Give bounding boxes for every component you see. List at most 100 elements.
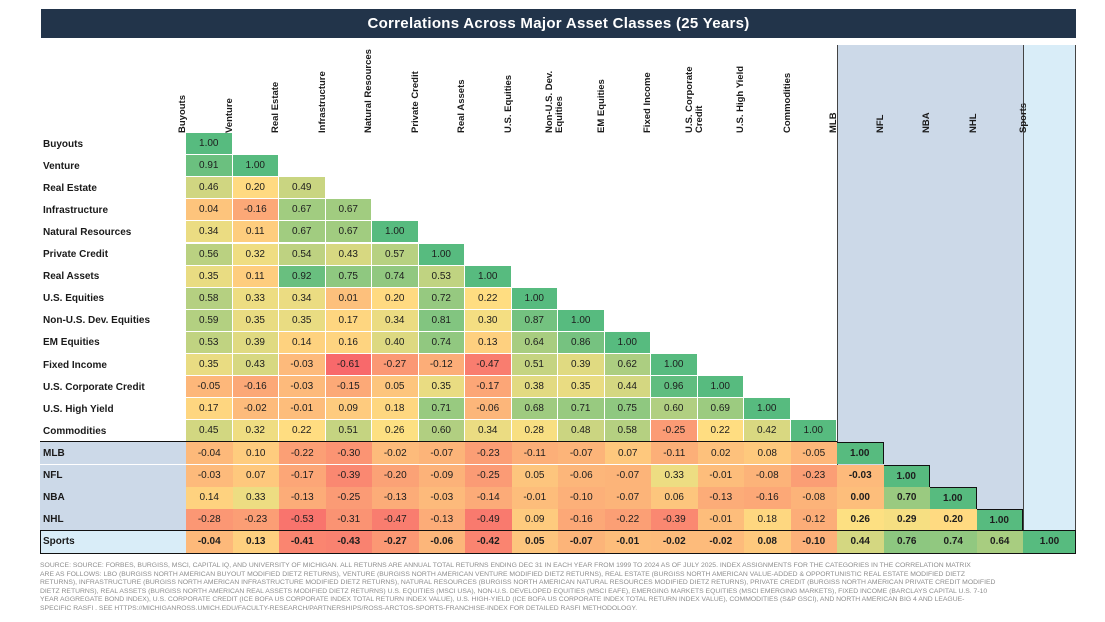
sports-column-band <box>1023 45 1076 531</box>
column-header-label: Non-U.S. Dev. Equities <box>543 70 566 133</box>
matrix-cell: -0.25 <box>465 464 512 487</box>
matrix-cell: 0.07 <box>604 442 651 465</box>
matrix-cell: -0.01 <box>697 464 744 487</box>
column-header-label: MLB <box>828 112 840 133</box>
matrix-cell: -0.43 <box>325 530 372 553</box>
matrix-cell: -0.42 <box>465 530 512 553</box>
matrix-cell: -0.03 <box>279 354 326 377</box>
matrix-cell: -0.12 <box>418 354 465 377</box>
matrix-cell: 0.22 <box>279 420 326 443</box>
matrix-cell: -0.10 <box>790 530 837 553</box>
matrix-cell: -0.03 <box>418 486 465 509</box>
matrix-cell: 0.39 <box>232 331 279 354</box>
matrix-cell: 1.00 <box>418 243 465 266</box>
matrix-cell: 0.32 <box>232 420 279 443</box>
matrix-cell: 0.54 <box>279 243 326 266</box>
footnote-line: RETURNS), INFRASTRUCTURE (BURGISS NORTH … <box>40 579 996 586</box>
matrix-cell: 0.49 <box>279 177 326 200</box>
column-header-label: Commodities <box>781 72 793 133</box>
matrix-cell: 0.74 <box>418 331 465 354</box>
matrix-cell: -0.10 <box>558 486 605 509</box>
matrix-cell: 1.00 <box>837 442 884 465</box>
matrix-cell: 0.01 <box>325 287 372 310</box>
matrix-cell: -0.11 <box>511 442 558 465</box>
row-label: NHL <box>40 508 186 531</box>
row-label: NFL <box>40 464 186 487</box>
matrix-cell: 0.72 <box>418 287 465 310</box>
matrix-cell: 0.14 <box>186 486 233 509</box>
matrix-cell: 0.76 <box>883 530 930 553</box>
matrix-cell: -0.17 <box>279 464 326 487</box>
column-header-label: U.S. Equities <box>502 74 514 133</box>
matrix-cell: 0.64 <box>976 530 1023 553</box>
matrix-cell: 0.22 <box>697 420 744 443</box>
column-header-label: NHL <box>967 113 979 133</box>
matrix-cell: -0.03 <box>279 376 326 399</box>
matrix-cell: 1.00 <box>790 420 837 443</box>
matrix-cell: 0.20 <box>930 508 977 531</box>
matrix-cell: 1.00 <box>976 508 1023 531</box>
matrix-cell: 0.53 <box>186 331 233 354</box>
matrix-cell: 0.87 <box>511 309 558 332</box>
matrix-cell: 0.35 <box>558 376 605 399</box>
footnote-line: SPECIFIC RASFI . SEE HTTPS://MICHIGANROS… <box>40 604 638 612</box>
matrix-cell: -0.16 <box>558 508 605 531</box>
matrix-cell: -0.22 <box>604 508 651 531</box>
matrix-cell: 0.09 <box>325 398 372 421</box>
matrix-cell: -0.13 <box>418 508 465 531</box>
matrix-cell: 0.17 <box>186 398 233 421</box>
matrix-cell: 0.70 <box>883 486 930 509</box>
matrix-cell: 0.62 <box>604 354 651 377</box>
matrix-cell: -0.06 <box>465 398 512 421</box>
matrix-cell: -0.11 <box>651 442 698 465</box>
matrix-cell: 1.00 <box>1023 530 1076 553</box>
column-header-label: NBA <box>921 112 933 133</box>
matrix-cell: 0.16 <box>325 331 372 354</box>
matrix-cell: 1.00 <box>465 265 512 288</box>
matrix-cell: 0.32 <box>232 243 279 266</box>
column-header-label: Venture <box>223 98 235 133</box>
matrix-cell: 1.00 <box>930 486 977 509</box>
matrix-cell: -0.61 <box>325 354 372 377</box>
matrix-cell: 1.00 <box>372 221 419 244</box>
matrix-cell: -0.25 <box>651 420 698 443</box>
matrix-cell: -0.28 <box>186 508 233 531</box>
row-label: Real Estate <box>43 182 97 194</box>
matrix-cell: 0.56 <box>186 243 233 266</box>
matrix-cell: -0.53 <box>279 508 326 531</box>
matrix-cell: 1.00 <box>511 287 558 310</box>
column-header-label: NFL <box>874 114 886 133</box>
matrix-cell: -0.02 <box>372 442 419 465</box>
matrix-cell: 0.67 <box>325 221 372 244</box>
matrix-cell: -0.30 <box>325 442 372 465</box>
column-header-label: EM Equities <box>595 79 607 133</box>
matrix-cell: -0.04 <box>186 530 233 553</box>
matrix-cell: 0.07 <box>232 464 279 487</box>
matrix-cell: 0.91 <box>186 155 233 178</box>
matrix-cell: -0.05 <box>790 442 837 465</box>
row-label: MLB <box>40 442 186 465</box>
row-label: Buyouts <box>43 138 83 150</box>
matrix-cell: -0.07 <box>418 442 465 465</box>
matrix-cell: 0.35 <box>232 309 279 332</box>
matrix-cell: 1.00 <box>232 155 279 178</box>
matrix-cell: -0.08 <box>790 486 837 509</box>
matrix-cell: 0.05 <box>511 464 558 487</box>
matrix-cell: 0.39 <box>558 354 605 377</box>
matrix-cell: 0.68 <box>511 398 558 421</box>
footnote-line: SOURCE: SOURCE: FORBES, BURGISS, MSCI, C… <box>40 562 971 569</box>
matrix-cell: 0.08 <box>744 442 791 465</box>
matrix-cell: 0.43 <box>325 243 372 266</box>
matrix-cell: 0.67 <box>325 199 372 222</box>
matrix-cell: 0.96 <box>651 376 698 399</box>
matrix-cell: -0.41 <box>279 530 326 553</box>
matrix-cell: -0.13 <box>372 486 419 509</box>
matrix-cell: -0.49 <box>465 508 512 531</box>
matrix-cell: 0.18 <box>372 398 419 421</box>
matrix-cell: -0.39 <box>651 508 698 531</box>
matrix-cell: -0.16 <box>744 486 791 509</box>
matrix-cell: -0.16 <box>232 199 279 222</box>
row-label: U.S. Corporate Credit <box>43 381 145 393</box>
matrix-cell: 0.14 <box>279 331 326 354</box>
matrix-cell: 0.20 <box>232 177 279 200</box>
